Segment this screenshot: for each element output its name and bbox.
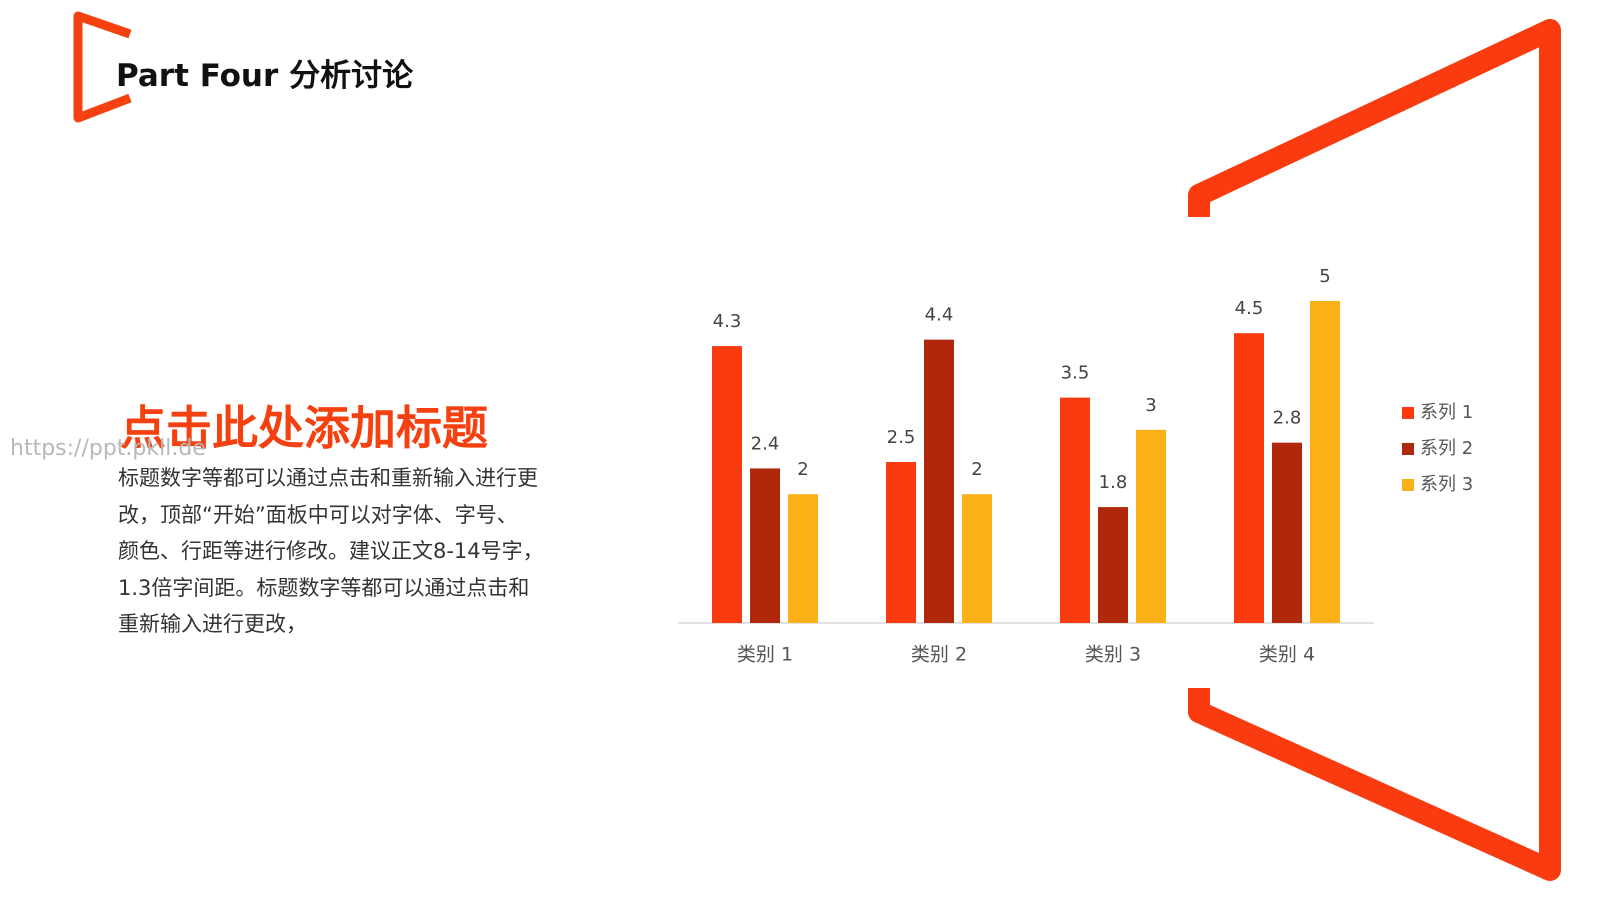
bar — [1310, 301, 1340, 623]
data-label: 1.8 — [1099, 472, 1128, 493]
title-bracket — [73, 11, 132, 123]
body-text: 标题数字等都可以通过点击和重新输入进行更 改，顶部“开始”面板中可以对字体、字号、… — [118, 460, 544, 643]
bar — [788, 494, 818, 623]
bar — [1272, 442, 1302, 623]
data-label: 2.5 — [887, 427, 916, 448]
data-label: 4.5 — [1235, 298, 1264, 319]
bar — [750, 468, 780, 623]
x-tick-label: 类别 1 — [737, 644, 793, 666]
bar — [1136, 429, 1166, 623]
legend-label: 系列 2 — [1420, 438, 1473, 459]
frame-decoration — [1188, 19, 1561, 881]
legend-swatch — [1402, 479, 1414, 491]
data-label: 2 — [971, 459, 982, 480]
x-tick-label: 类别 2 — [911, 644, 967, 666]
watermark: https://ppt.pkll.de — [10, 436, 206, 461]
bar — [712, 346, 742, 623]
body-line: 改，顶部“开始”面板中可以对字体、字号、 — [118, 502, 518, 527]
page-title: Part Four 分析讨论 — [116, 58, 414, 94]
body-line: 颜色、行距等进行修改。建议正文8-14号字， — [118, 539, 544, 563]
body-line: 标题数字等都可以通过点击和重新输入进行更 — [118, 466, 538, 490]
data-label: 4.4 — [925, 305, 954, 326]
data-label: 2.8 — [1273, 408, 1302, 429]
x-tick-label: 类别 4 — [1259, 644, 1315, 666]
bar — [962, 494, 992, 623]
bar — [1098, 507, 1128, 623]
data-label: 2 — [797, 459, 808, 480]
legend-swatch — [1402, 407, 1414, 419]
x-tick-label: 类别 3 — [1085, 644, 1141, 666]
bar — [924, 339, 954, 623]
legend-label: 系列 3 — [1420, 474, 1473, 495]
body-line: 1.3倍字间距。标题数字等都可以通过点击和 — [118, 575, 530, 600]
data-label: 3.5 — [1061, 363, 1090, 384]
data-label: 3 — [1145, 395, 1156, 416]
bar — [886, 462, 916, 623]
body-line: 重新输入进行更改， — [118, 612, 307, 636]
data-label: 2.4 — [751, 433, 780, 454]
heading: 点击此处添加标题 — [120, 401, 488, 455]
data-label: 5 — [1319, 266, 1330, 287]
legend-swatch — [1402, 443, 1414, 455]
bar — [1060, 397, 1090, 623]
legend-label: 系列 1 — [1420, 402, 1473, 423]
data-label: 4.3 — [713, 311, 742, 332]
bar — [1234, 333, 1264, 623]
